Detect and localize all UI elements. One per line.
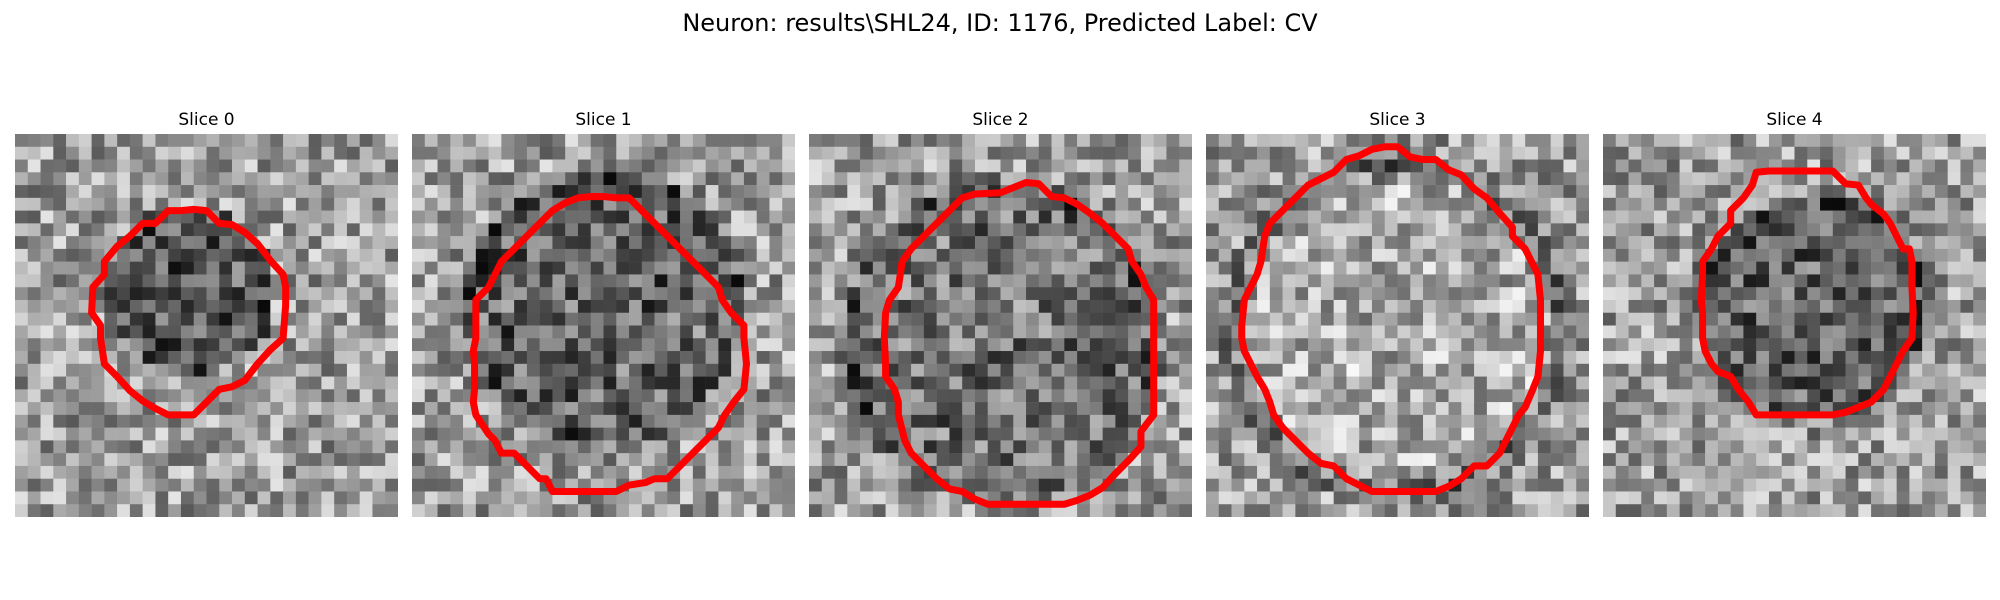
slice-title: Slice 1 [575, 110, 632, 130]
slice-panel-0: Slice 0 [15, 108, 398, 517]
roi-contour [1697, 167, 1917, 419]
slice-panel-1: Slice 1 [412, 108, 795, 517]
microscopy-slice-image [1206, 134, 1589, 517]
microscopy-slice-image [1603, 134, 1986, 517]
figure-title: Neuron: results\SHL24, ID: 1176, Predict… [682, 9, 1318, 37]
slice-title: Slice 4 [1766, 110, 1823, 130]
roi-contour [88, 205, 290, 419]
microscopy-slice-image [15, 134, 398, 517]
roi-contour [880, 179, 1158, 508]
slice-panel-2: Slice 2 [809, 108, 1192, 517]
microscopy-slice-image [809, 134, 1192, 517]
slice-title: Slice 3 [1369, 110, 1426, 130]
roi-contour [469, 193, 750, 495]
slice-panel-4: Slice 4 [1603, 108, 1986, 517]
microscopy-slice-image [412, 134, 795, 517]
slice-title: Slice 0 [178, 110, 235, 130]
slice-title: Slice 2 [972, 110, 1029, 130]
slice-panel-3: Slice 3 [1206, 108, 1589, 517]
roi-contour [1238, 143, 1544, 495]
